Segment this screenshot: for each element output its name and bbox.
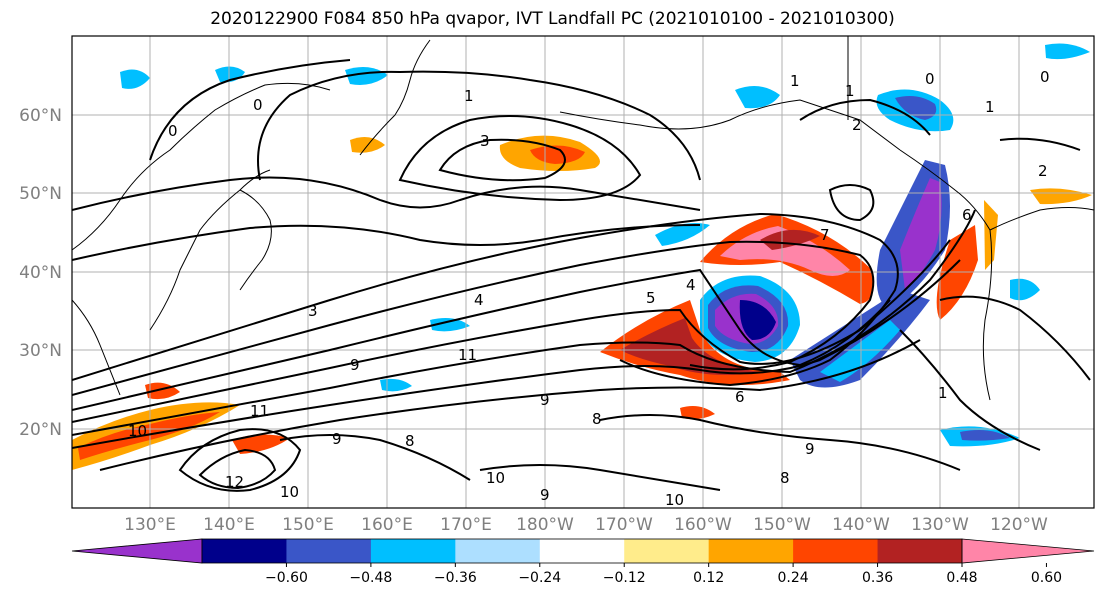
lon-label: 120°W xyxy=(990,515,1048,535)
contour-label: 10 xyxy=(665,491,684,509)
contour-label: 2 xyxy=(1038,162,1048,180)
lon-label: 140°E xyxy=(203,515,255,535)
lon-label: 170°E xyxy=(440,515,492,535)
colorbar-tick-label: 0.24 xyxy=(778,570,809,586)
contour-label: 11 xyxy=(250,402,269,420)
contour-label: 3 xyxy=(308,302,318,320)
map-frame xyxy=(71,35,1095,509)
contour-label: 6 xyxy=(962,206,972,224)
lon-label: 180°W xyxy=(516,515,574,535)
contour-label: 9 xyxy=(540,391,550,409)
colorbar-tick-label: −0.12 xyxy=(603,570,646,586)
colorbar-swatch xyxy=(455,539,541,563)
lon-label: 130°W xyxy=(911,515,969,535)
contour-label: 0 xyxy=(253,96,263,114)
contour-label: 12 xyxy=(225,473,244,491)
contour-label: 0 xyxy=(1040,68,1050,86)
contour-label: 0 xyxy=(925,70,935,88)
contour-label: 1 xyxy=(985,98,995,116)
colorbar-tick-label: −0.48 xyxy=(349,570,392,586)
contour-label: 8 xyxy=(405,432,415,450)
lon-label: 150°E xyxy=(282,515,334,535)
contour-label: 8 xyxy=(592,410,602,428)
lat-label: 60°N xyxy=(19,106,62,126)
lat-label: 40°N xyxy=(19,263,62,283)
lon-label: 150°W xyxy=(753,515,811,535)
contour-label: 9 xyxy=(805,440,815,458)
colorbar-frame xyxy=(201,538,963,564)
contour-label: 1 xyxy=(845,82,855,100)
colorbar-swatch xyxy=(624,539,710,563)
map-area: 0 3 4 3 1 2 1 0 0 4 5 7 9 11 9 11 10 12 … xyxy=(72,36,1094,509)
contour-label: 1 xyxy=(938,384,948,402)
ivt-contours xyxy=(72,59,1091,492)
contour-label: 0 xyxy=(168,122,178,140)
colorbar-extend-high xyxy=(961,538,1095,564)
contour-label: 3 xyxy=(480,132,490,150)
colorbar-swatch xyxy=(370,539,456,563)
contour-labels: 0 3 4 3 1 2 1 0 0 4 5 7 9 11 9 11 10 12 … xyxy=(128,68,1050,509)
contour-label: 9 xyxy=(540,486,550,504)
contour-label: 9 xyxy=(350,356,360,374)
colorbar-tick-label: −0.24 xyxy=(518,570,561,586)
contour-label: 10 xyxy=(280,483,299,501)
colorbar-tick-label: −0.36 xyxy=(434,570,477,586)
contour-label: 8 xyxy=(780,469,790,487)
colorbar-extend-low xyxy=(71,538,203,564)
colorbar-swatch xyxy=(708,539,794,563)
map-title: 2020122900 F084 850 hPa qvapor, IVT Land… xyxy=(210,9,895,29)
lat-label: 20°N xyxy=(19,420,62,440)
contour-label: 10 xyxy=(128,422,147,440)
latitude-labels: 60°N 50°N 40°N 30°N 20°N xyxy=(19,106,62,440)
colorbar-swatch xyxy=(877,539,963,563)
colorbar-swatch xyxy=(286,539,372,563)
contour-label: 11 xyxy=(458,346,477,364)
colorbar: −0.60 −0.48 −0.36 −0.24 −0.12 0.12 0.24 0.36 0.4… xyxy=(71,538,1095,586)
colorbar-swatch xyxy=(539,539,625,563)
contour-label: 5 xyxy=(646,289,656,307)
contour-label: 1 xyxy=(464,87,474,105)
coastlines xyxy=(72,36,1094,401)
lat-label: 30°N xyxy=(19,341,62,361)
colorbar-swatch xyxy=(793,539,879,563)
lon-label: 130°E xyxy=(124,515,176,535)
lon-label: 170°W xyxy=(595,515,653,535)
contour-label: 2 xyxy=(852,116,862,134)
lon-label: 140°W xyxy=(832,515,890,535)
contour-label: 6 xyxy=(735,388,745,406)
colorbar-tick-label: 0.36 xyxy=(862,570,893,586)
colorbar-tick-label: 0.60 xyxy=(1031,570,1062,586)
colorbar-tick-label: 0.12 xyxy=(693,570,724,586)
contour-label: 10 xyxy=(486,469,505,487)
colorbar-swatch xyxy=(202,539,287,563)
lon-label: 160°W xyxy=(674,515,732,535)
contour-label: 4 xyxy=(686,276,696,294)
colorbar-tick-label: 0.48 xyxy=(946,570,977,586)
lon-label: 160°E xyxy=(361,515,413,535)
longitude-labels: 130°E 140°E 150°E 160°E 170°E 180°W 170°… xyxy=(124,515,1048,535)
contour-label: 7 xyxy=(820,226,830,244)
lat-label: 50°N xyxy=(19,184,62,204)
colorbar-tick-label: −0.60 xyxy=(265,570,308,586)
contour-label: 9 xyxy=(332,430,342,448)
contour-label: 1 xyxy=(790,72,800,90)
contour-label: 4 xyxy=(474,291,484,309)
